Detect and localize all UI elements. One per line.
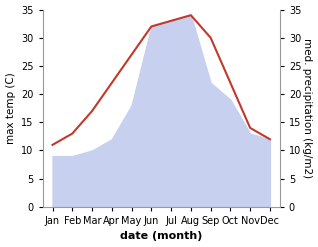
Y-axis label: max temp (C): max temp (C) (5, 72, 16, 144)
X-axis label: date (month): date (month) (120, 231, 203, 242)
Y-axis label: med. precipitation (kg/m2): med. precipitation (kg/m2) (302, 38, 313, 178)
